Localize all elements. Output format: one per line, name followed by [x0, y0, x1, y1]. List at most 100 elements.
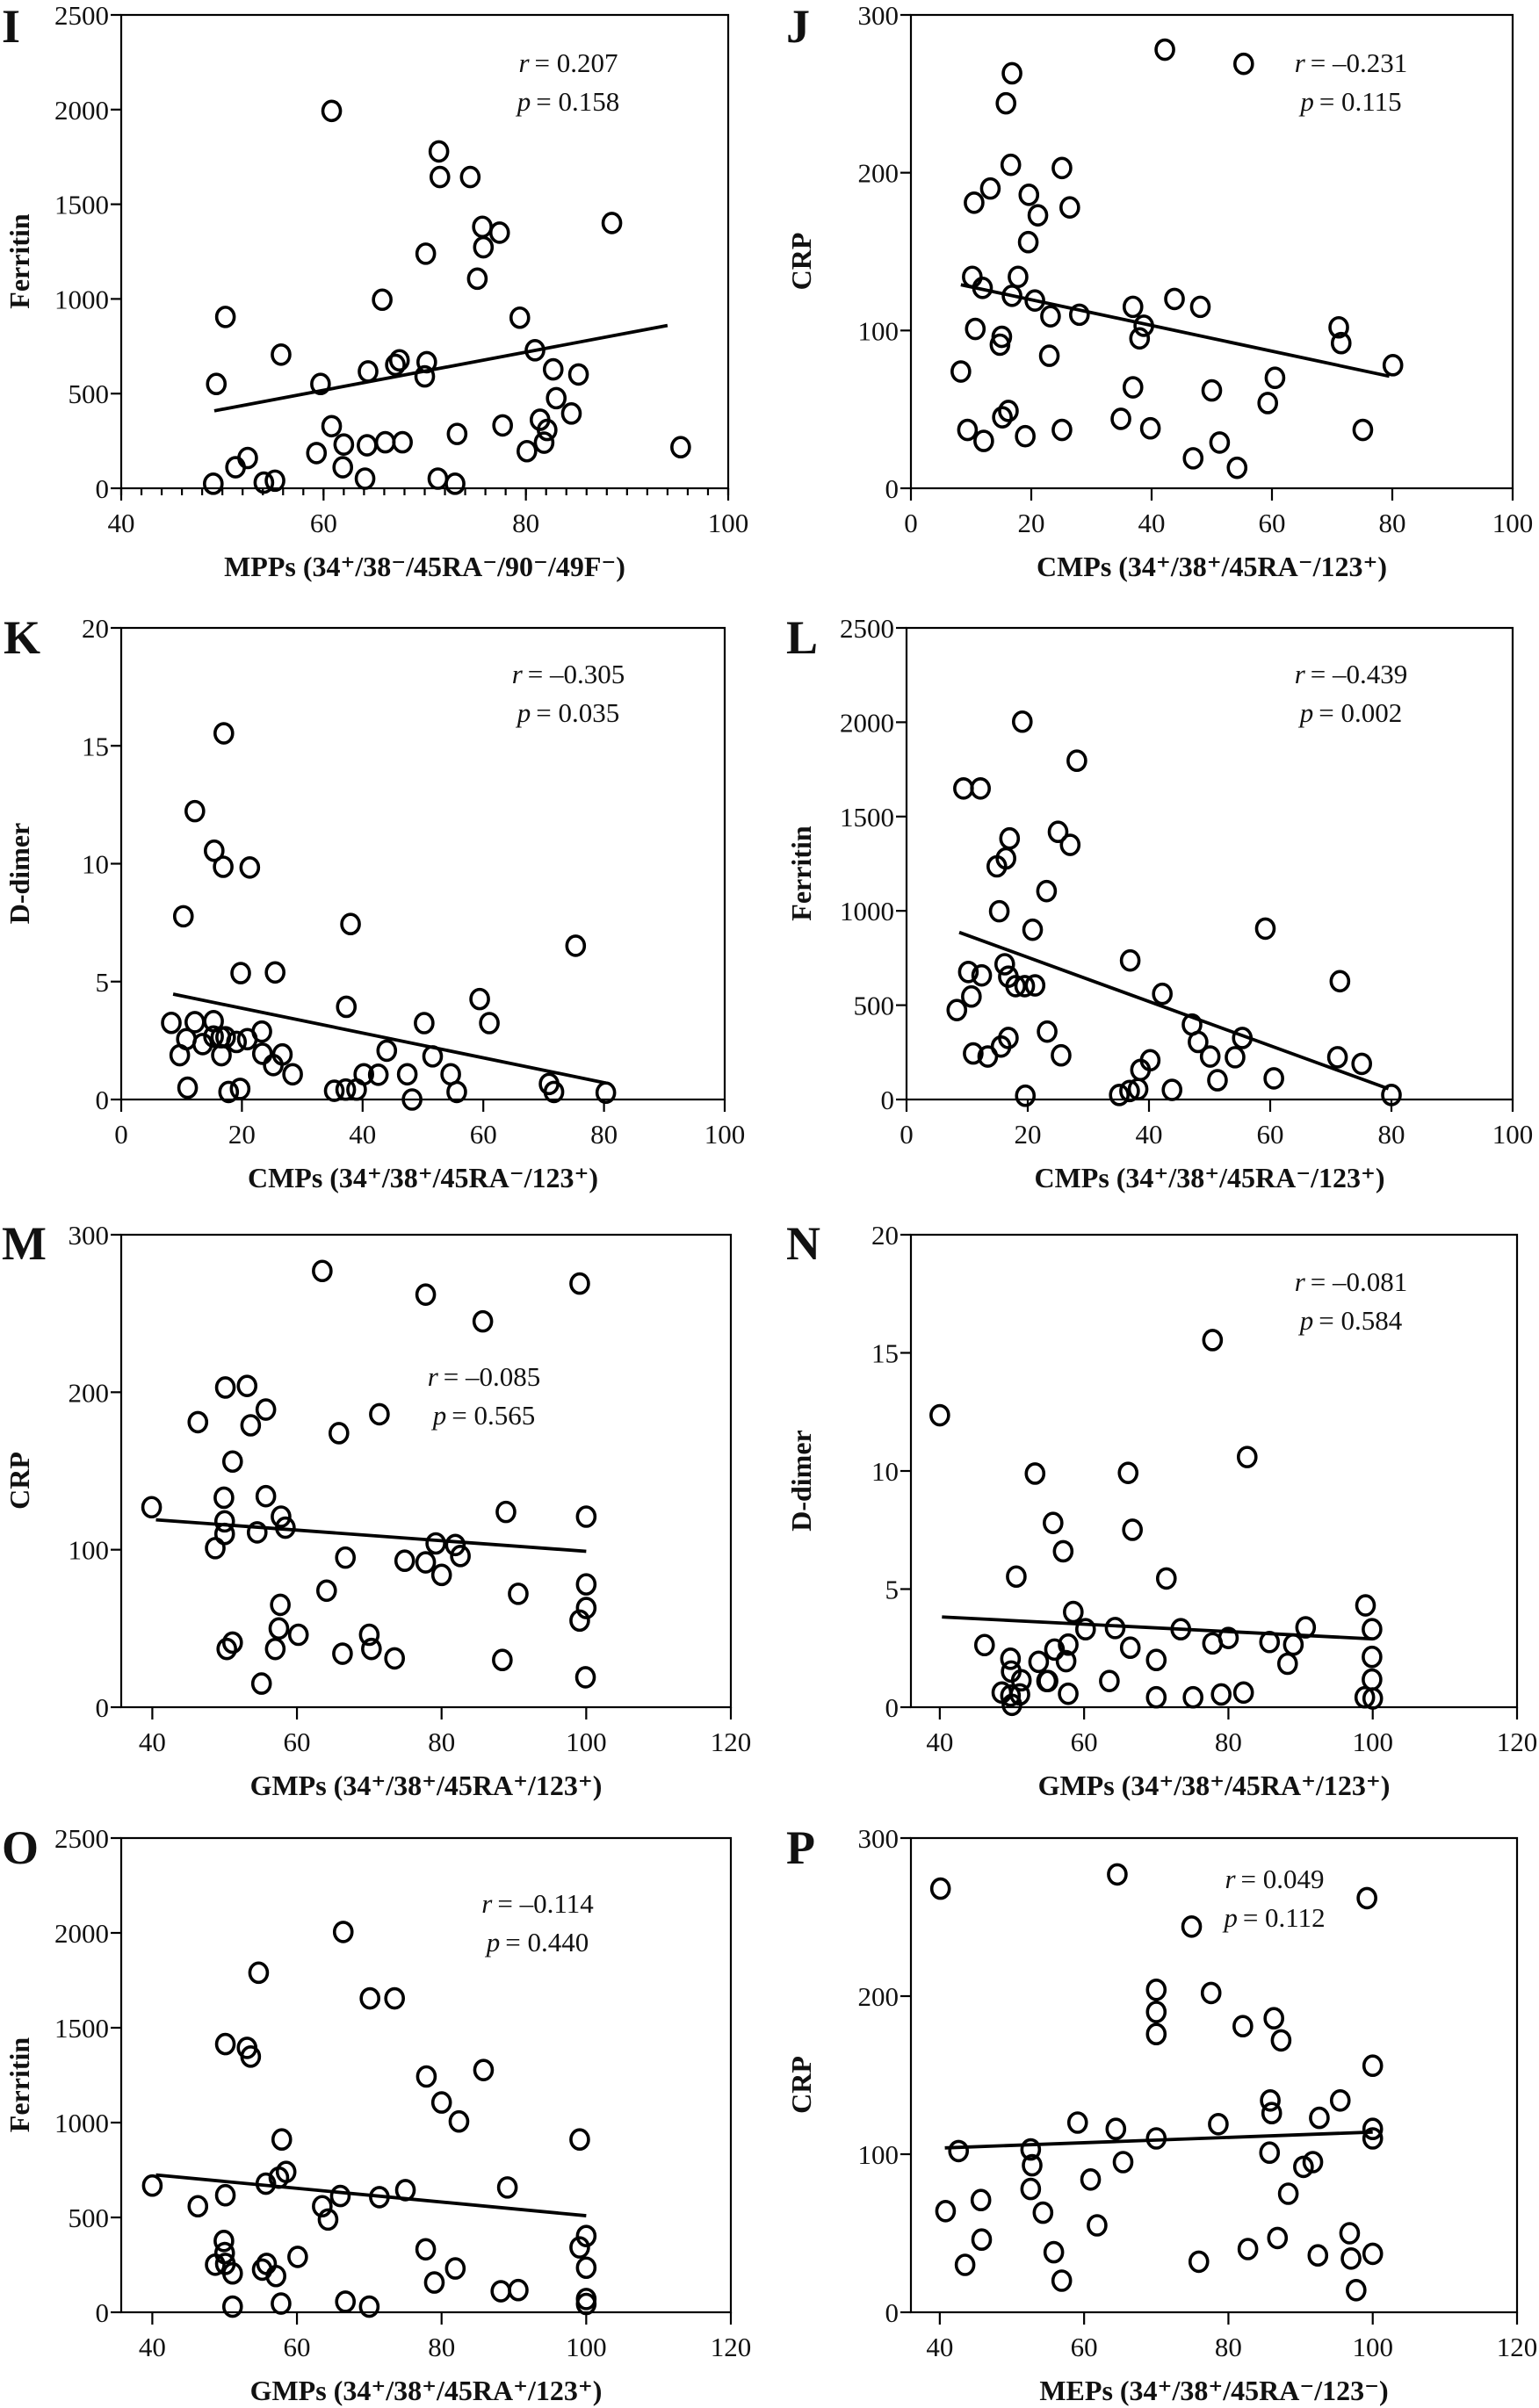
data-point	[1037, 1020, 1058, 1043]
data-point	[335, 1546, 357, 1569]
x-axis-title: MPPs (34⁺/38⁻/45RA⁻/90⁻/49F⁻)	[224, 551, 625, 582]
data-point	[1022, 918, 1044, 941]
data-point	[1328, 315, 1349, 339]
data-point	[492, 414, 513, 437]
y-tick-label: 500	[854, 991, 895, 1021]
data-point	[237, 446, 258, 470]
data-point	[372, 288, 393, 312]
data-point	[1017, 230, 1039, 254]
data-point	[1362, 2242, 1384, 2266]
y-tick-label: 2500	[840, 613, 894, 644]
x-tick-label: 0	[114, 1119, 128, 1150]
data-point	[998, 400, 1019, 422]
data-point	[265, 2264, 286, 2288]
p-symbol: p	[485, 1927, 501, 1957]
data-point	[575, 2256, 597, 2280]
data-point	[1352, 418, 1374, 442]
data-point	[332, 1921, 354, 1943]
data-point	[972, 277, 993, 299]
y-axis-title: CRP	[785, 233, 817, 291]
data-point	[359, 1986, 380, 2010]
p-value: p = 0.440	[485, 1927, 589, 1957]
data-point	[1259, 1630, 1281, 1654]
data-point	[964, 191, 985, 214]
data-point	[213, 1522, 235, 1546]
data-point	[361, 1637, 382, 1661]
y-axis-title: Ferritin	[4, 213, 35, 309]
data-point	[1267, 2226, 1289, 2250]
data-point	[1339, 2222, 1361, 2245]
x-tick-label: 100	[566, 1727, 607, 1757]
plot-frame	[119, 1233, 733, 1709]
x-tick-label: 40	[926, 1727, 953, 1757]
data-point	[268, 1617, 290, 1640]
data-point	[1236, 1446, 1258, 1468]
data-point	[1362, 2054, 1384, 2077]
x-tick-label: 80	[1378, 1119, 1405, 1150]
data-point	[187, 2195, 209, 2218]
r-symbol: r	[428, 1361, 439, 1392]
data-point	[1059, 833, 1081, 856]
data-point	[1199, 1045, 1221, 1068]
x-axis-title: GMPs (34⁺/38⁺/45RA⁺/123⁺)	[250, 1770, 603, 1801]
data-point	[948, 2139, 970, 2163]
data-point	[490, 2280, 512, 2303]
data-point	[335, 1078, 357, 1101]
data-point	[1014, 975, 1036, 998]
x-axis-title: GMPs (34⁺/38⁺/45RA⁺/123⁺)	[250, 2375, 603, 2406]
data-point	[236, 1374, 258, 1397]
data-point	[312, 1259, 333, 1283]
x-tick-label: 40	[139, 2332, 166, 2362]
plot-frame	[119, 13, 730, 490]
data-point	[214, 1376, 236, 1399]
data-point	[161, 1011, 182, 1035]
data-point	[191, 1033, 213, 1056]
data-point	[575, 2224, 597, 2247]
data-point	[1107, 1863, 1128, 1886]
data-point	[962, 265, 983, 289]
data-point	[250, 1672, 272, 1695]
r-value: r = –0.081	[1295, 1266, 1408, 1297]
data-point	[328, 1422, 350, 1445]
data-point	[1188, 1030, 1209, 1054]
panel-k: K 0 5 10 15 20 0 20 40 60 80 100 CMPs (34⁺/38⁺/45RA⁻…	[4, 611, 745, 1193]
data-point	[537, 418, 558, 442]
r-value: r = 0.049	[1225, 1864, 1324, 1894]
y-tick-label: 20	[82, 613, 109, 644]
data-point	[376, 1039, 398, 1063]
data-point	[542, 357, 564, 381]
p-symbol: p	[516, 697, 531, 728]
r-symbol: r	[518, 47, 530, 78]
data-point	[1074, 1618, 1096, 1641]
r-symbol: r	[481, 1888, 493, 1919]
data-point	[935, 2200, 957, 2223]
y-tick-label: 2000	[54, 95, 109, 126]
data-point	[1145, 1685, 1167, 1709]
data-point	[450, 1545, 471, 1568]
data-point	[1043, 2240, 1065, 2264]
data-point	[430, 2091, 452, 2114]
x-tick-label: 40	[926, 2332, 953, 2362]
r-value: r = –0.439	[1295, 659, 1408, 689]
data-point	[1154, 38, 1175, 61]
data-point	[221, 2261, 243, 2285]
data-point	[358, 360, 379, 383]
data-point	[253, 471, 275, 494]
data-point	[1200, 1981, 1222, 2005]
data-point	[396, 1063, 418, 1086]
data-point	[517, 439, 538, 463]
r-value: r = –0.114	[481, 1888, 594, 1919]
data-point	[929, 1403, 950, 1427]
y-tick-label: 5	[96, 967, 110, 998]
data-point	[472, 1309, 494, 1333]
data-point	[1232, 2015, 1254, 2037]
data-point	[1000, 1647, 1022, 1670]
x-tick-label: 120	[1497, 1727, 1538, 1757]
data-point	[569, 2236, 590, 2259]
x-axis-title: CMPs (34⁺/38⁺/45RA⁻/123⁺)	[1037, 551, 1387, 582]
p-value: p = 0.115	[1298, 86, 1401, 117]
data-point	[1117, 1461, 1139, 1484]
x-tick-label: 120	[711, 2332, 752, 2362]
p-value: p = 0.565	[431, 1400, 535, 1431]
data-point	[508, 2278, 529, 2302]
